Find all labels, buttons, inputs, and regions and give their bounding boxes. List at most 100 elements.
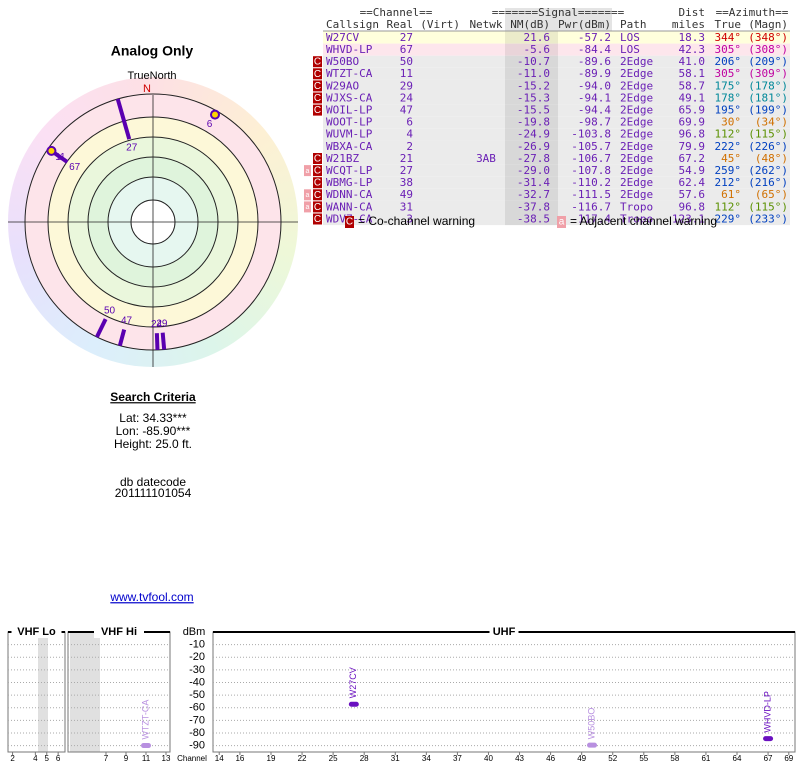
signal-shade bbox=[505, 79, 558, 92]
station-label: 50 bbox=[104, 306, 116, 317]
table-row bbox=[323, 104, 790, 117]
azimuth-true: 112° bbox=[715, 200, 742, 213]
column-header: (Magn) bbox=[748, 18, 788, 31]
warning-symbol: a bbox=[306, 192, 310, 199]
azimuth-magnetic: (65°) bbox=[755, 188, 788, 201]
y-tick-label: -90 bbox=[189, 740, 205, 752]
table-row bbox=[323, 43, 790, 56]
co-channel-badge bbox=[313, 201, 322, 213]
azimuth-magnetic: (48°) bbox=[755, 152, 788, 165]
azimuth-true: 45° bbox=[721, 152, 741, 165]
signal-shade bbox=[505, 43, 558, 56]
signal-shade bbox=[505, 140, 558, 153]
warning-symbol: a bbox=[306, 204, 310, 211]
distance: 18.3 bbox=[679, 31, 706, 44]
azimuth-true: 259° bbox=[715, 164, 742, 177]
table-row bbox=[323, 176, 790, 189]
legend-symbol: C bbox=[346, 217, 353, 228]
x-tick-label: 31 bbox=[391, 754, 400, 763]
distance: 123.1 bbox=[672, 212, 705, 225]
signal-shade bbox=[505, 31, 558, 44]
callsign: WBXA-CA bbox=[326, 140, 373, 153]
search-lon: Lon: -85.90*** bbox=[116, 424, 191, 438]
warning-symbol: C bbox=[314, 154, 321, 165]
station-label: 24 bbox=[151, 319, 163, 330]
signal-shade bbox=[505, 164, 558, 177]
group-header: ==Azimuth== bbox=[716, 6, 789, 19]
table-row bbox=[323, 164, 790, 177]
station-label: 11 bbox=[55, 152, 66, 163]
column-header: Path bbox=[620, 18, 647, 31]
site-link[interactable]: www.tvfool.com bbox=[109, 590, 193, 604]
co-channel-badge bbox=[313, 92, 322, 104]
azimuth-magnetic: (348°) bbox=[748, 31, 788, 44]
azimuth-magnetic: (181°) bbox=[748, 91, 788, 104]
distance: 69.9 bbox=[679, 116, 706, 129]
path: 2Edge bbox=[620, 176, 653, 189]
azimuth-true: 30° bbox=[721, 116, 741, 129]
channel-real: 21 bbox=[400, 152, 413, 165]
power: -103.8 bbox=[571, 128, 611, 141]
x-tick-label: 2 bbox=[10, 754, 15, 763]
channel-real: 38 bbox=[400, 176, 413, 189]
table-row bbox=[323, 67, 790, 80]
x-tick-label: 28 bbox=[360, 754, 369, 763]
warning-symbol: C bbox=[314, 105, 321, 116]
y-tick-label: -50 bbox=[189, 689, 205, 701]
band-gap bbox=[38, 632, 48, 752]
noise-margin: -38.5 bbox=[517, 212, 550, 225]
distance: 58.7 bbox=[679, 79, 706, 92]
warning-symbol: C bbox=[314, 178, 321, 189]
channel-real: 24 bbox=[400, 91, 414, 104]
callsign: WANN-CA bbox=[326, 200, 373, 213]
station-line bbox=[160, 332, 167, 350]
path: 2Edge bbox=[620, 55, 653, 68]
section-title-bg bbox=[11, 625, 62, 638]
x-tick-label: 61 bbox=[701, 754, 710, 763]
distance: 42.3 bbox=[679, 43, 706, 56]
power: -117.4 bbox=[571, 212, 611, 225]
channel-real: 27 bbox=[400, 164, 413, 177]
x-tick-label: 25 bbox=[329, 754, 338, 763]
station-line bbox=[117, 329, 127, 347]
noise-margin: -27.8 bbox=[517, 152, 550, 165]
table-row bbox=[323, 92, 790, 105]
signal-shade bbox=[505, 116, 558, 129]
azimuth-true: 206° bbox=[715, 55, 742, 68]
legend-swatch bbox=[557, 216, 566, 228]
noise-margin: -37.8 bbox=[517, 200, 550, 213]
station-label: 29 bbox=[156, 318, 168, 329]
x-tick-label: 49 bbox=[577, 754, 586, 763]
channel-real: 31 bbox=[400, 200, 413, 213]
power: -106.7 bbox=[571, 152, 611, 165]
warning-symbol: C bbox=[314, 202, 321, 213]
x-tick-label: 5 bbox=[45, 754, 50, 763]
station-label: 27 bbox=[126, 143, 138, 154]
station-label: 47 bbox=[121, 315, 133, 326]
power: -89.9 bbox=[578, 67, 611, 80]
section-title: UHF bbox=[493, 626, 516, 638]
table-row bbox=[323, 31, 790, 44]
signal-shade bbox=[505, 55, 558, 68]
distance: 54.9 bbox=[679, 164, 706, 177]
group-header: ==Channel== bbox=[360, 6, 433, 19]
callsign: WOOT-LP bbox=[326, 116, 373, 129]
x-tick-label: 43 bbox=[515, 754, 524, 763]
noise-margin: -15.2 bbox=[517, 79, 550, 92]
north-label: TrueNorth bbox=[127, 70, 176, 82]
path: LOS bbox=[620, 31, 640, 44]
datecode-label: db datecode bbox=[120, 475, 186, 489]
distance: 49.1 bbox=[679, 91, 706, 104]
azimuth-true: 212° bbox=[715, 176, 742, 189]
column-header: miles bbox=[672, 18, 705, 31]
channel-real: 3 bbox=[406, 212, 413, 225]
signal-shade bbox=[505, 104, 558, 117]
signal-bar bbox=[587, 742, 598, 748]
noise-margin: -24.9 bbox=[517, 128, 550, 141]
path: 2Edge bbox=[620, 91, 653, 104]
y-tick-label: -40 bbox=[189, 676, 205, 688]
azimuth-true: 175° bbox=[715, 79, 742, 92]
station-line bbox=[115, 98, 132, 140]
noise-margin: -15.5 bbox=[517, 104, 550, 117]
